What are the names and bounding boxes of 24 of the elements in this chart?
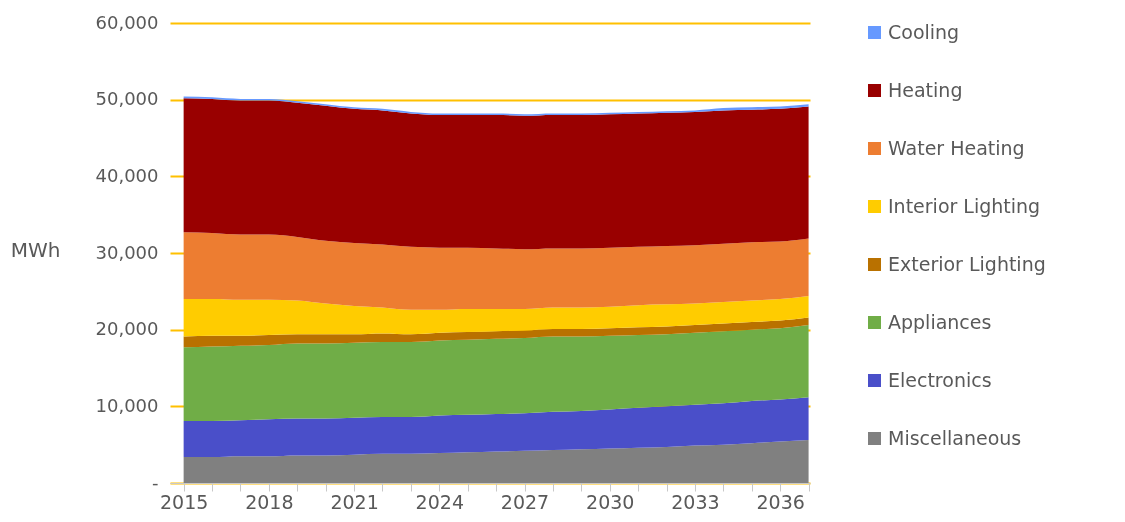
x-tick-label: 2024	[415, 490, 464, 513]
y-tick-label: 20,000	[95, 318, 159, 340]
x-tick-label: 2021	[330, 490, 379, 513]
y-axis-title: MWh	[10, 237, 61, 262]
legend-label: Appliances	[888, 310, 992, 333]
x-tick-label: 2030	[586, 490, 635, 513]
legend-label: Electronics	[888, 368, 992, 391]
y-tick-label: 10,000	[95, 394, 159, 416]
y-tick-label: 60,000	[95, 11, 159, 33]
y-tick-label: -	[152, 471, 159, 493]
legend-label: Exterior Lighting	[888, 252, 1046, 275]
y-tick-label: 50,000	[95, 88, 159, 110]
x-tick-label: 2033	[671, 490, 720, 513]
y-tick-label: 30,000	[95, 241, 159, 263]
legend-label: Interior Lighting	[888, 194, 1041, 217]
legend-label: Miscellaneous	[888, 426, 1022, 449]
y-tick-label: 40,000	[95, 164, 159, 186]
x-tick-label: 2027	[500, 490, 550, 513]
legend-label: Water Heating	[888, 136, 1025, 159]
x-tick-label: 2036	[756, 490, 805, 513]
legend-label: Cooling	[888, 20, 960, 43]
x-tick-label: 2018	[245, 490, 294, 513]
x-tick-label: 2015	[159, 490, 209, 513]
legend-label: Heating	[888, 78, 963, 101]
